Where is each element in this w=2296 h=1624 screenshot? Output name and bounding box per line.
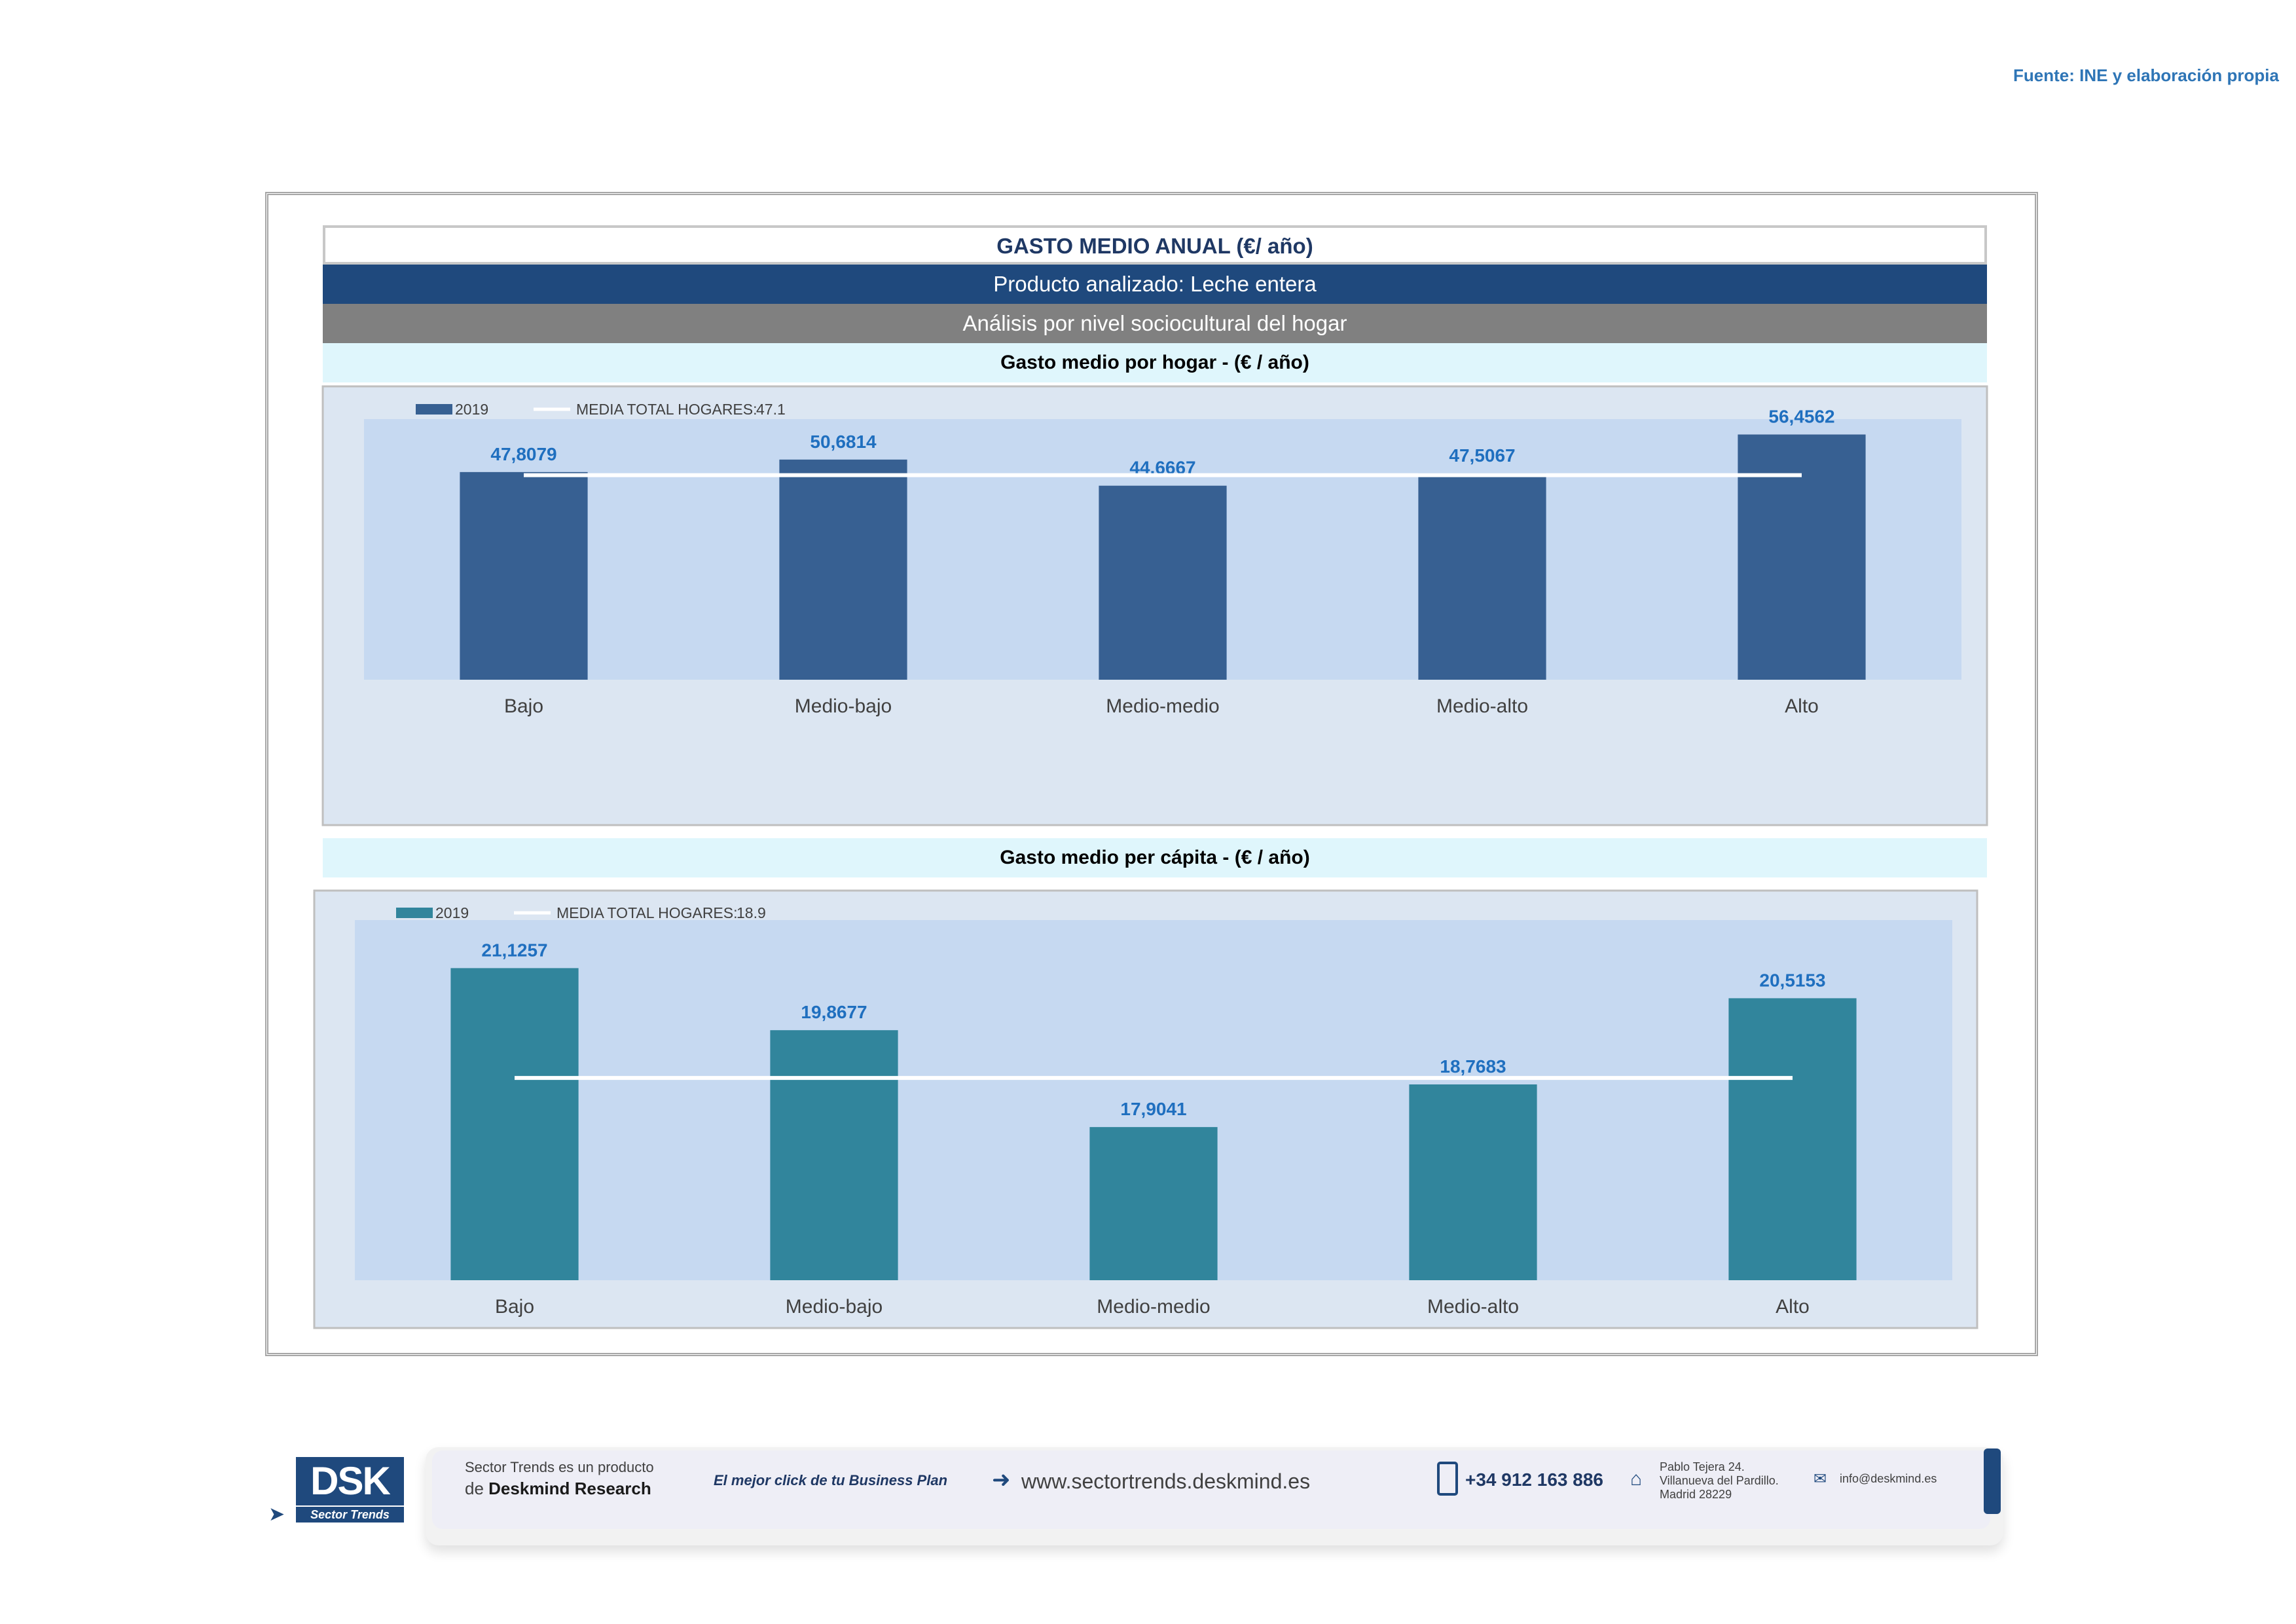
legend-media-value: 47.1 [756,401,786,418]
tick-label-medio-alto: Medio-alto [1427,1296,1519,1318]
email-link[interactable]: info@deskmind.es [1840,1472,1937,1485]
bar-medio-alto [1418,473,1546,680]
tick-label-medio-medio: Medio-medio [1106,695,1219,717]
cursor-arrow-icon: ➤ [268,1504,285,1525]
bar-medio-medio [1089,1127,1218,1280]
data-label-medio-alto: 47,5067 [1449,445,1515,466]
address-line-3: Madrid 28229 [1660,1488,1732,1501]
brand-name: Deskmind Research [488,1479,651,1498]
data-label-medio-alto: 18,7683 [1440,1056,1506,1077]
email-icon: ✉ [1813,1470,1827,1488]
bar-medio-bajo [779,459,907,680]
report-frame [265,192,2038,1356]
tick-label-bajo: Bajo [495,1296,534,1318]
website-arrow-icon: ➜ [992,1467,1011,1492]
legend-label-2019: 2019 [435,904,469,921]
bar-bajo [450,968,579,1280]
address-line-2: Villanueva del Pardillo. [1660,1474,1779,1487]
tick-label-medio-alto: Medio-alto [1436,695,1528,717]
product-line-2: de Deskmind Research [465,1479,651,1499]
footer: DSK Sector Trends ➤ Sector Trends es un … [262,1441,2036,1559]
legend-media-value: 18.9 [737,904,766,921]
report-title: GASTO MEDIO ANUAL (€/ año) [323,225,1987,265]
tick-label-medio-medio: Medio-medio [1097,1296,1210,1318]
chart1-title: Gasto medio por hogar - (€ / año) [323,343,1987,382]
chart2-title: Gasto medio per cápita - (€ / año) [323,838,1987,877]
legend-swatch-2019 [396,908,433,918]
address: Pablo Tejera 24. Villanueva del Pardillo… [1660,1460,1779,1502]
phone-number[interactable]: +34 912 163 886 [1465,1469,1603,1490]
logo-text: DSK [296,1457,404,1505]
product-line-1: Sector Trends es un producto [465,1459,654,1475]
data-label-alto: 56,4562 [1768,407,1834,427]
tick-label-medio-bajo: Medio-bajo [795,695,892,717]
logo-subtitle: Sector Trends [296,1507,404,1522]
footer-banner-inner [432,1450,1990,1529]
deskmind-logo: DSK Sector Trends ➤ [262,1457,412,1529]
bar-medio-medio [1099,485,1227,680]
tick-label-alto: Alto [1776,1296,1810,1318]
data-label-medio-bajo: 19,8677 [801,1002,867,1022]
bar-medio-alto [1409,1084,1537,1280]
data-label-bajo: 21,1257 [481,940,547,960]
tick-label-bajo: Bajo [504,695,543,717]
address-line-1: Pablo Tejera 24. [1660,1460,1745,1473]
bar-bajo [460,471,588,680]
home-icon: ⌂ [1630,1468,1643,1490]
data-label-medio-medio: 17,9041 [1120,1099,1186,1119]
data-label-medio-bajo: 50,6814 [810,432,877,452]
product-line-2-prefix: de [465,1479,484,1498]
slogan: El mejor click de tu Business Plan [714,1472,948,1488]
data-label-alto: 20,5153 [1759,970,1825,990]
phone-icon [1437,1462,1458,1496]
bar-medio-bajo [770,1030,898,1280]
banner-edge-accent [1984,1449,2001,1514]
legend-label-media: MEDIA TOTAL HOGARES: [556,904,738,921]
legend-label-media: MEDIA TOTAL HOGARES: [576,401,757,418]
analysis-banner: Análisis por nivel sociocultural del hog… [323,304,1987,343]
legend-swatch-2019 [416,404,452,415]
product-banner: Producto analizado: Leche entera [323,265,1987,304]
website-link[interactable]: www.sectortrends.deskmind.es [1021,1469,1311,1493]
tick-label-medio-bajo: Medio-bajo [786,1296,883,1318]
bar-alto [1728,998,1857,1280]
legend-label-2019: 2019 [455,401,488,418]
data-label-bajo: 47,8079 [490,444,556,464]
source-note: Fuente: INE y elaboración propia [2013,65,2279,85]
tick-label-alto: Alto [1785,695,1819,717]
